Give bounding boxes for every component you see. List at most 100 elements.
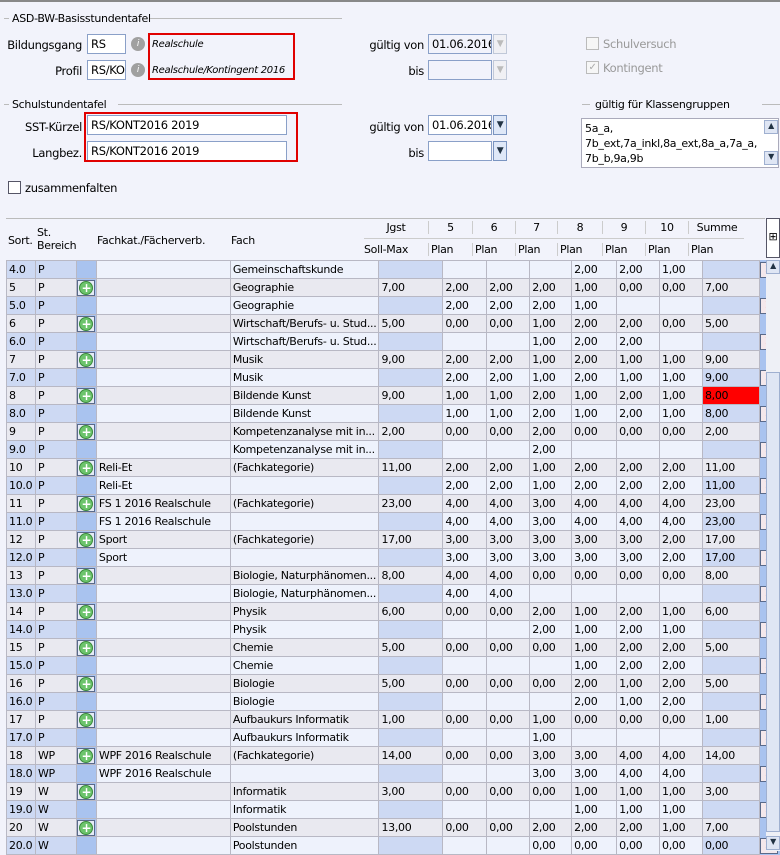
cell-soll-max[interactable]: 3,00 bbox=[378, 782, 444, 801]
cell-plan-10[interactable]: 1,00 bbox=[659, 602, 703, 621]
cell-plan-6[interactable] bbox=[486, 260, 531, 279]
cell-fach[interactable]: Kompetenzanalyse mit in... bbox=[229, 440, 380, 459]
cell-st-bereich[interactable]: P bbox=[34, 692, 77, 711]
cell-st-bereich[interactable]: P bbox=[34, 620, 77, 639]
cell-plan-10[interactable]: 4,00 bbox=[659, 764, 703, 783]
table-row[interactable]: 9 P + Kompetenzanalyse mit in... 2,00 0,00 0,0… bbox=[6, 422, 780, 441]
sst-kuerzel-field[interactable]: RS/KONT2016 2019 bbox=[87, 115, 287, 135]
cell-soll-max[interactable] bbox=[378, 584, 444, 603]
cell-summe[interactable] bbox=[701, 620, 760, 639]
add-cell[interactable]: + bbox=[75, 494, 97, 513]
cell-plan-8[interactable] bbox=[571, 728, 618, 747]
cell-soll-max[interactable] bbox=[378, 692, 444, 711]
cell-st-bereich[interactable]: P bbox=[34, 350, 77, 369]
cell-fachkat[interactable] bbox=[95, 386, 231, 405]
scroll-down-button[interactable]: ▼ bbox=[764, 151, 778, 165]
cell-soll-max[interactable]: 1,00 bbox=[378, 710, 444, 729]
cell-plan-5[interactable]: 0,00 bbox=[442, 422, 488, 441]
cell-plan-10[interactable] bbox=[659, 584, 703, 603]
cell-plan-7[interactable]: 3,00 bbox=[529, 530, 573, 549]
cell-plan-7[interactable]: 0,00 bbox=[529, 836, 573, 855]
cell-plan-7[interactable]: 1,00 bbox=[529, 710, 573, 729]
cell-plan-10[interactable]: 2,00 bbox=[659, 458, 703, 477]
add-cell[interactable]: + bbox=[75, 422, 97, 441]
cell-soll-max[interactable]: 5,00 bbox=[378, 314, 444, 333]
cell-plan-8[interactable]: 2,00 bbox=[571, 260, 618, 279]
add-cell[interactable]: + bbox=[75, 566, 97, 585]
cell-plan-9[interactable]: 4,00 bbox=[616, 512, 661, 531]
table-row[interactable]: 10 P + Reli-Et (Fachkategorie) 11,00 2,00 2,00 1… bbox=[6, 458, 780, 477]
cell-st-bereich[interactable]: P bbox=[34, 512, 77, 531]
cell-plan-7[interactable] bbox=[529, 584, 573, 603]
cell-plan-9[interactable]: 2,00 bbox=[616, 404, 661, 423]
cell-plan-10[interactable]: 2,00 bbox=[659, 530, 703, 549]
cell-fach[interactable]: Biologie bbox=[229, 692, 380, 711]
cell-plan-9[interactable] bbox=[616, 728, 661, 747]
cell-plan-5[interactable] bbox=[442, 764, 488, 783]
cell-summe[interactable]: 17,00 bbox=[701, 530, 760, 549]
cell-summe[interactable]: 8,00 bbox=[701, 404, 760, 423]
cell-summe[interactable]: 8,00 bbox=[701, 386, 760, 405]
cell-plan-5[interactable]: 2,00 bbox=[442, 458, 488, 477]
cell-summe[interactable]: 7,00 bbox=[701, 818, 760, 837]
add-icon[interactable]: + bbox=[77, 351, 96, 368]
col-jgst[interactable]: Jgst bbox=[386, 221, 406, 234]
cell-sort[interactable]: 13.0 bbox=[6, 584, 36, 603]
cell-plan-9[interactable]: 2,00 bbox=[616, 476, 661, 495]
cell-fach[interactable]: Chemie bbox=[229, 638, 380, 657]
cell-st-bereich[interactable]: P bbox=[34, 566, 77, 585]
cell-plan-6[interactable] bbox=[486, 728, 531, 747]
cell-st-bereich[interactable]: WP bbox=[34, 746, 77, 765]
cell-fachkat[interactable] bbox=[95, 602, 231, 621]
kontingent-checkbox[interactable]: ✓ bbox=[586, 61, 599, 74]
info-icon[interactable]: i bbox=[131, 37, 145, 51]
cell-plan-6[interactable] bbox=[486, 656, 531, 675]
cell-st-bereich[interactable]: P bbox=[34, 458, 77, 477]
cell-plan-7[interactable]: 2,00 bbox=[529, 818, 573, 837]
col-grade-header[interactable]: 6 bbox=[472, 221, 515, 234]
cell-plan-7[interactable]: 1,00 bbox=[529, 314, 573, 333]
cell-plan-8[interactable]: 2,00 bbox=[571, 314, 618, 333]
cell-fachkat[interactable]: Reli-Et bbox=[95, 458, 231, 477]
cell-plan-10[interactable]: 1,00 bbox=[659, 350, 703, 369]
cell-plan-10[interactable]: 4,00 bbox=[659, 512, 703, 531]
cell-st-bereich[interactable]: W bbox=[34, 836, 77, 855]
col-sort[interactable]: Sort. bbox=[8, 234, 33, 247]
cell-plan-8[interactable]: 1,00 bbox=[571, 386, 618, 405]
cell-plan-9[interactable]: 2,00 bbox=[616, 602, 661, 621]
cell-sort[interactable]: 14 bbox=[6, 602, 36, 621]
cell-summe[interactable]: 23,00 bbox=[701, 494, 760, 513]
cell-fach[interactable]: Poolstunden bbox=[229, 836, 380, 855]
cell-plan-5[interactable]: 2,00 bbox=[442, 368, 488, 387]
cell-plan-9[interactable]: 3,00 bbox=[616, 548, 661, 567]
cell-st-bereich[interactable]: WP bbox=[34, 764, 77, 783]
cell-fach[interactable]: Wirtschaft/Berufs- u. Stud... bbox=[229, 332, 380, 351]
cell-fachkat[interactable] bbox=[95, 404, 231, 423]
add-icon[interactable]: + bbox=[77, 531, 96, 548]
cell-plan-10[interactable] bbox=[659, 332, 703, 351]
cell-plan-6[interactable]: 0,00 bbox=[486, 314, 531, 333]
cell-sort[interactable]: 19.0 bbox=[6, 800, 36, 819]
cell-plan-7[interactable]: 2,00 bbox=[529, 386, 573, 405]
table-subrow[interactable]: 10.0 P Reli-Et 2,00 2,00 1,00 2,00 2,00 2,00 11,0… bbox=[6, 476, 780, 495]
cell-plan-9[interactable]: 2,00 bbox=[616, 332, 661, 351]
cell-st-bereich[interactable]: P bbox=[34, 314, 77, 333]
cell-plan-9[interactable]: 0,00 bbox=[616, 278, 661, 297]
cell-summe[interactable] bbox=[701, 332, 760, 351]
cell-plan-10[interactable]: 2,00 bbox=[659, 476, 703, 495]
cell-plan-10[interactable]: 0,00 bbox=[659, 566, 703, 585]
cell-plan-9[interactable] bbox=[616, 296, 661, 315]
cell-st-bereich[interactable]: P bbox=[34, 422, 77, 441]
col-grade-header[interactable]: 5 bbox=[428, 221, 472, 234]
cell-fach[interactable]: Chemie bbox=[229, 656, 380, 675]
scroll-up-button[interactable]: ▲ bbox=[764, 120, 778, 134]
cell-plan-8[interactable]: 3,00 bbox=[571, 764, 618, 783]
cell-summe[interactable]: 2,00 bbox=[701, 422, 760, 441]
table-row[interactable]: 6 P + Wirtschaft/Berufs- u. Stud... 5,00 0,00… bbox=[6, 314, 780, 333]
cell-plan-8[interactable]: 1,00 bbox=[571, 656, 618, 675]
cell-plan-6[interactable] bbox=[486, 800, 531, 819]
cell-sort[interactable]: 6.0 bbox=[6, 332, 36, 351]
